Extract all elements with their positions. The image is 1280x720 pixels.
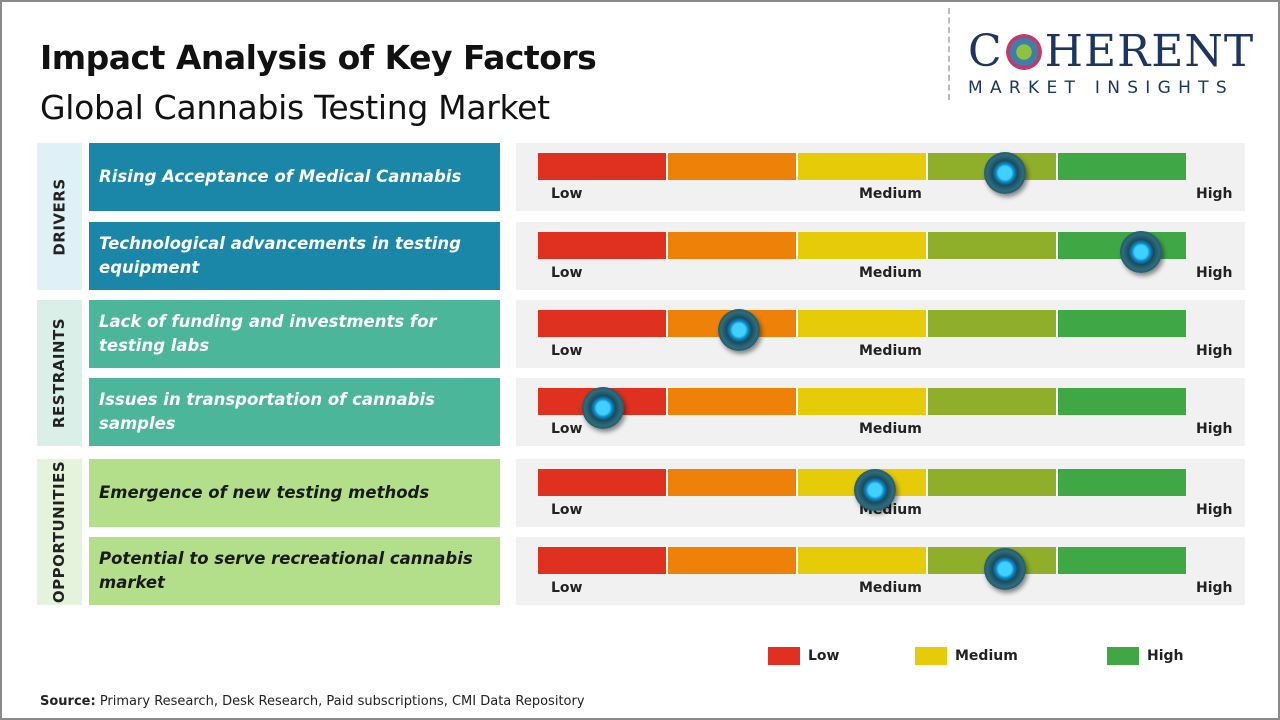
- gauge-bar: [538, 469, 1186, 496]
- factor-label-text: Lack of funding and investments for test…: [99, 312, 437, 355]
- scale-label-medium: Medium: [859, 421, 922, 437]
- impact-gauge: Low Medium High: [516, 378, 1245, 446]
- factor-label-text: Issues in transportation of cannabis sam…: [99, 390, 435, 433]
- factor-label: Technological advancements in testing eq…: [89, 222, 500, 290]
- legend-item-high: High: [1107, 647, 1184, 665]
- gauge-segment: [1058, 469, 1186, 496]
- factor-label-text: Emergence of new testing methods: [99, 483, 430, 502]
- group-label-text: RESTRAINTS: [50, 317, 69, 429]
- gauge-segment: [1058, 310, 1186, 337]
- impact-marker: [717, 309, 760, 351]
- factor-label: Rising Acceptance of Medical Cannabis: [89, 143, 500, 211]
- legend-swatch: [768, 647, 800, 665]
- group-label-text: OPPORTUNITIES: [50, 460, 69, 604]
- gauge-segment: [1058, 547, 1186, 574]
- scale-label-low: Low: [551, 343, 583, 359]
- source-label: Source:: [40, 694, 96, 709]
- gauge-bar: [538, 547, 1186, 574]
- gauge-bar: [538, 153, 1186, 180]
- group-label-text: DRIVERS: [50, 177, 69, 256]
- impact-marker: [581, 387, 624, 429]
- legend-item-low: Low: [768, 647, 839, 665]
- gauge-bar: [538, 388, 1186, 415]
- legend-item-medium: Medium: [915, 647, 1018, 665]
- factor-label: Issues in transportation of cannabis sam…: [89, 378, 500, 446]
- gauge-segment: [798, 547, 928, 574]
- legend-swatch: [915, 647, 947, 665]
- gauge-segment: [928, 232, 1058, 259]
- impact-gauge: Low Medium High: [516, 300, 1245, 368]
- gauge-bar: [538, 232, 1186, 259]
- legend-label: Low: [808, 648, 840, 664]
- scale-label-low: Low: [551, 580, 583, 596]
- legend-label: Medium: [955, 648, 1018, 664]
- legend-label: High: [1147, 648, 1184, 664]
- factor-label-text: Technological advancements in testing eq…: [99, 234, 461, 277]
- impact-gauge: Low Medium High: [516, 537, 1245, 605]
- impact-gauge: Low Medium High: [516, 222, 1245, 290]
- scale-label-high: High: [1196, 343, 1233, 359]
- scale-label-medium: Medium: [859, 265, 922, 281]
- impact-gauge: Low Medium High: [516, 143, 1245, 211]
- factor-label: Emergence of new testing methods: [89, 459, 500, 527]
- gauge-segment: [538, 232, 668, 259]
- scale-label-high: High: [1196, 421, 1233, 437]
- gauge-segment: [538, 310, 668, 337]
- gauge-segment: [798, 153, 928, 180]
- gauge-segment: [538, 153, 668, 180]
- legend-swatch: [1107, 647, 1139, 665]
- impact-marker: [983, 152, 1026, 194]
- impact-marker: [1119, 231, 1162, 273]
- gauge-segment: [928, 469, 1058, 496]
- factor-label-text: Potential to serve recreational cannabis…: [99, 549, 473, 592]
- gauge-bar: [538, 310, 1186, 337]
- gauge-segment: [668, 469, 798, 496]
- impact-marker: [983, 548, 1026, 590]
- impact-marker: [853, 469, 896, 511]
- page-subtitle: Global Cannabis Testing Market: [40, 88, 550, 127]
- gauge-segment: [668, 547, 798, 574]
- divider: [948, 8, 950, 100]
- globe-icon: [1005, 34, 1042, 70]
- impact-gauge: Low Medium High: [516, 459, 1245, 527]
- group-label-drivers: DRIVERS: [37, 143, 82, 290]
- page-title: Impact Analysis of Key Factors: [40, 38, 597, 77]
- scale-label-high: High: [1196, 265, 1233, 281]
- gauge-segment: [668, 388, 798, 415]
- gauge-segment: [798, 232, 928, 259]
- gauge-segment: [928, 388, 1058, 415]
- scale-label-high: High: [1196, 186, 1233, 202]
- gauge-segment: [1058, 153, 1186, 180]
- logo: C HERENT MARKET INSIGHTS: [968, 26, 1255, 99]
- scale-label-high: High: [1196, 580, 1233, 596]
- gauge-segment: [798, 310, 928, 337]
- factor-label: Potential to serve recreational cannabis…: [89, 537, 500, 605]
- scale-label-low: Low: [551, 186, 583, 202]
- gauge-segment: [668, 232, 798, 259]
- gauge-segment: [538, 547, 668, 574]
- scale-label-low: Low: [551, 265, 583, 281]
- scale-label-medium: Medium: [859, 580, 922, 596]
- scale-label-low: Low: [551, 421, 583, 437]
- gauge-segment: [1058, 388, 1186, 415]
- group-label-restraints: RESTRAINTS: [37, 300, 82, 446]
- scale-label-high: High: [1196, 502, 1233, 518]
- factor-label-text: Rising Acceptance of Medical Cannabis: [99, 167, 462, 186]
- scale-label-medium: Medium: [859, 186, 922, 202]
- gauge-segment: [668, 153, 798, 180]
- source-text: Primary Research, Desk Research, Paid su…: [95, 694, 585, 709]
- gauge-segment: [928, 310, 1058, 337]
- gauge-segment: [538, 469, 668, 496]
- scale-label-low: Low: [551, 502, 583, 518]
- source-note: Source: Primary Research, Desk Research,…: [40, 694, 585, 709]
- factor-label: Lack of funding and investments for test…: [89, 300, 500, 368]
- scale-label-medium: Medium: [859, 343, 922, 359]
- group-label-opportunities: OPPORTUNITIES: [37, 459, 82, 605]
- gauge-segment: [798, 388, 928, 415]
